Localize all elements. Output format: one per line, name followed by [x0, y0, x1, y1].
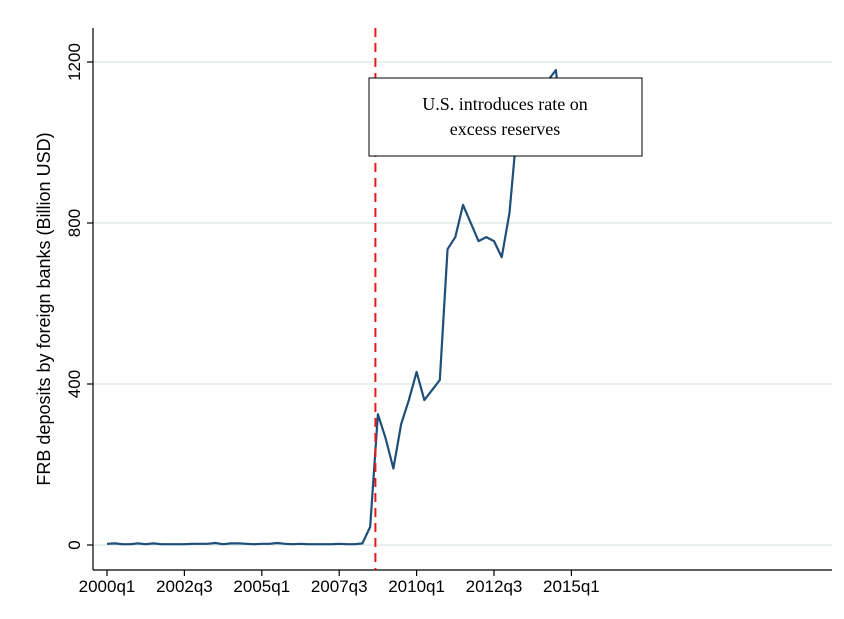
- x-tick-label: 2015q1: [543, 577, 600, 596]
- y-tick-label: 800: [65, 209, 84, 237]
- x-tick-label: 2010q1: [388, 577, 445, 596]
- series-line: [106, 68, 580, 546]
- y-tick-label: 1200: [65, 43, 84, 81]
- y-tick-label: 0: [65, 540, 84, 549]
- x-tick-label: 2002q3: [156, 577, 213, 596]
- annotation-text: excess reserves: [450, 119, 560, 139]
- x-tick-label: 2012q3: [466, 577, 523, 596]
- x-tick-label: 2000q1: [79, 577, 136, 596]
- x-axis-ticks: 2000q1 2002q3 2005q1 2007q3 2010q1 2012q3 2015…: [79, 570, 600, 596]
- annotation-text: U.S. introduces rate on: [422, 94, 587, 114]
- x-tick-label: 2005q1: [233, 577, 290, 596]
- event-marker: U.S. introduces rate on excess reserves: [368, 28, 643, 570]
- annotation-box: [368, 77, 643, 157]
- gridlines: [93, 61, 832, 546]
- y-axis-ticks: 0 400 800 1200: [65, 43, 93, 550]
- x-tick-label: 2007q3: [311, 577, 368, 596]
- axes: [92, 28, 832, 571]
- y-tick-label: 400: [65, 370, 84, 398]
- y-axis-title: FRB deposits by foreign banks (Billion U…: [34, 132, 54, 485]
